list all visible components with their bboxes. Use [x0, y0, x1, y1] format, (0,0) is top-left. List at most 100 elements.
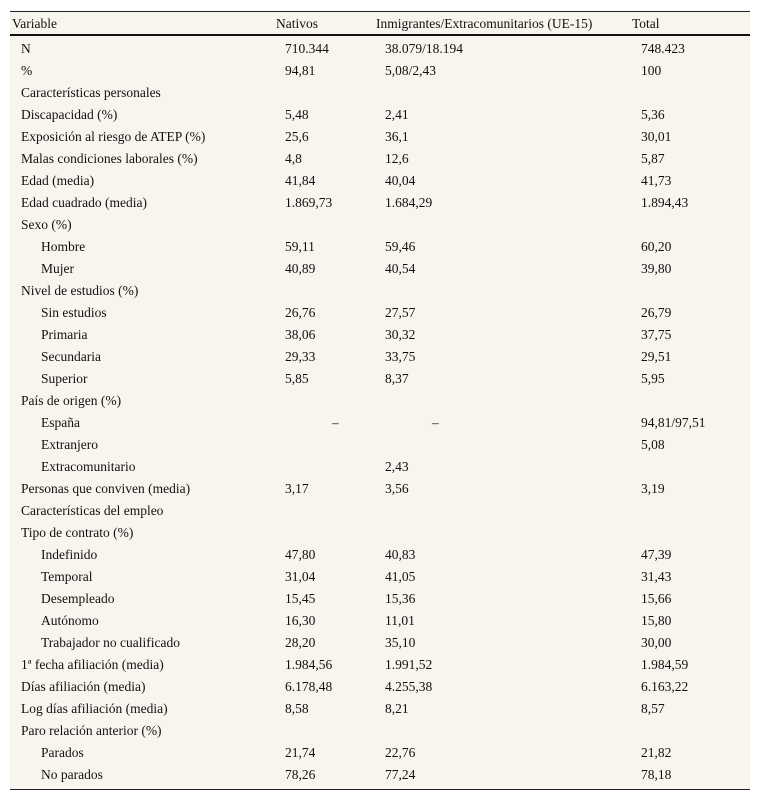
- cell-nativos: 5,85: [285, 371, 309, 386]
- cell-nativos: 15,45: [285, 591, 316, 606]
- cell-inmigrantes: 40,83: [385, 547, 416, 562]
- cell-inmigrantes: 2,43: [385, 459, 409, 474]
- row-label: Características del empleo: [21, 503, 164, 518]
- cell-inmigrantes: 40,04: [385, 173, 416, 188]
- table-row: 1ª fecha afiliación (media) 1.984,56 1.991…: [10, 653, 750, 675]
- cell-inmigrantes: 1.991,52: [385, 657, 433, 672]
- cell-total: 30,00: [641, 635, 672, 650]
- cell-nativos: 1.984,56: [285, 657, 333, 672]
- table-row: Autónomo 16,30 11,01 15,80: [10, 609, 750, 631]
- header-variable: Variable: [12, 16, 57, 31]
- cell-inmigrantes: 30,32: [385, 327, 416, 342]
- cell-total: 5,95: [641, 371, 665, 386]
- cell-total: 60,20: [641, 239, 672, 254]
- row-label: Log días afiliación (media): [21, 701, 168, 716]
- cell-inmigrantes: 36,1: [385, 129, 409, 144]
- row-label: Primaria: [41, 327, 88, 342]
- row-label: Edad (media): [21, 173, 95, 188]
- cell-inmigrantes: 12,6: [385, 151, 409, 166]
- table-row: Desempleado 15,45 15,36 15,66: [10, 587, 750, 609]
- row-label: Nivel de estudios (%): [21, 283, 139, 298]
- row-label: Sin estudios: [41, 305, 107, 320]
- cell-inmigrantes: 77,24: [385, 767, 416, 782]
- table-row: % 94,81 5,08/2,43 100: [10, 59, 750, 81]
- row-label: Secundaria: [41, 349, 101, 364]
- cell-nativos: 21,74: [285, 745, 316, 760]
- table-row: Características del empleo: [10, 499, 750, 521]
- table-row: Extranjero 5,08: [10, 433, 750, 455]
- table-row: Discapacidad (%) 5,48 2,41 5,36: [10, 103, 750, 125]
- table-row: Edad cuadrado (media) 1.869,73 1.684,29 1.8…: [10, 191, 750, 213]
- row-label: Hombre: [41, 239, 86, 254]
- cell-inmigrantes: 5,08/2,43: [385, 63, 437, 78]
- row-label: Sexo (%): [21, 217, 72, 232]
- row-label: Días afiliación (media): [21, 679, 146, 694]
- table-row: Tipo de contrato (%): [10, 521, 750, 543]
- cell-inmigrantes: 35,10: [385, 635, 416, 650]
- table-row: Secundaria 29,33 33,75 29,51: [10, 345, 750, 367]
- table-row: País de origen (%): [10, 389, 750, 411]
- cell-total: 5,36: [641, 107, 665, 122]
- cell-inmigrantes: 41,05: [385, 569, 416, 584]
- cell-nativos: 8,58: [285, 701, 309, 716]
- cell-total: 78,18: [641, 767, 672, 782]
- cell-inmigrantes: 4.255,38: [385, 679, 433, 694]
- cell-nativos: –: [332, 415, 339, 430]
- table-row: Paro relación anterior (%): [10, 719, 750, 741]
- cell-nativos: 3,17: [285, 481, 309, 496]
- cell-total: 41,73: [641, 173, 672, 188]
- cell-total: 15,80: [641, 613, 672, 628]
- table-row: Hombre 59,11 59,46 60,20: [10, 235, 750, 257]
- table-row: Sin estudios 26,76 27,57 26,79: [10, 301, 750, 323]
- cell-nativos: 47,80: [285, 547, 316, 562]
- cell-nativos: 16,30: [285, 613, 316, 628]
- cell-total: 31,43: [641, 569, 672, 584]
- cell-inmigrantes: 22,76: [385, 745, 416, 760]
- table-row: Exposición al riesgo de ATEP (%) 25,6 36,1…: [10, 125, 750, 147]
- table-row: Superior 5,85 8,37 5,95: [10, 367, 750, 389]
- cell-total: 100: [641, 63, 662, 78]
- cell-total: 94,81/97,51: [641, 415, 706, 430]
- cell-nativos: 94,81: [285, 63, 316, 78]
- cell-total: 748.423: [641, 41, 685, 56]
- row-label: España: [41, 415, 80, 430]
- cell-total: 15,66: [641, 591, 672, 606]
- row-label: Mujer: [41, 261, 74, 276]
- header-total: Total: [632, 16, 660, 31]
- cell-total: 1.984,59: [641, 657, 689, 672]
- table-row: Trabajador no cualificado 28,20 35,10 30,00: [10, 631, 750, 653]
- cell-nativos: 1.869,73: [285, 195, 333, 210]
- row-label: Paro relación anterior (%): [21, 723, 162, 738]
- row-label: Autónomo: [41, 613, 99, 628]
- row-label: Desempleado: [41, 591, 115, 606]
- row-label: Superior: [41, 371, 88, 386]
- cell-inmigrantes: 59,46: [385, 239, 416, 254]
- table-row: Malas condiciones laborales (%) 4,8 12,6 5,…: [10, 147, 750, 169]
- cell-total: 37,75: [641, 327, 672, 342]
- table-row: N 710.344 38.079/18.194 748.423: [10, 37, 750, 59]
- cell-inmigrantes: 8,37: [385, 371, 409, 386]
- cell-total: 26,79: [641, 305, 672, 320]
- table-row: Sexo (%): [10, 213, 750, 235]
- table-row: Indefinido 47,80 40,83 47,39: [10, 543, 750, 565]
- row-label: 1ª fecha afiliación (media): [21, 657, 164, 672]
- row-label: Parados: [41, 745, 84, 760]
- row-label: País de origen (%): [21, 393, 122, 408]
- cell-nativos: 40,89: [285, 261, 316, 276]
- table-row: Primaria 38,06 30,32 37,75: [10, 323, 750, 345]
- table-body: N 710.344 38.079/18.194 748.423% 94,81 5,08/2…: [10, 36, 750, 789]
- table-row: No parados 78,26 77,24 78,18: [10, 763, 750, 785]
- cell-nativos: 26,76: [285, 305, 316, 320]
- cell-total: 39,80: [641, 261, 672, 276]
- cell-nativos: 28,20: [285, 635, 316, 650]
- row-label: No parados: [41, 767, 103, 782]
- row-label: Temporal: [41, 569, 93, 584]
- cell-inmigrantes: 8,21: [385, 701, 409, 716]
- cell-total: 3,19: [641, 481, 665, 496]
- cell-inmigrantes: 11,01: [385, 613, 415, 628]
- row-label: Trabajador no cualificado: [41, 635, 180, 650]
- table-row: Personas que conviven (media) 3,17 3,56 3,1…: [10, 477, 750, 499]
- row-label: Extranjero: [41, 437, 98, 452]
- cell-nativos: 6.178,48: [285, 679, 333, 694]
- cell-nativos: 29,33: [285, 349, 316, 364]
